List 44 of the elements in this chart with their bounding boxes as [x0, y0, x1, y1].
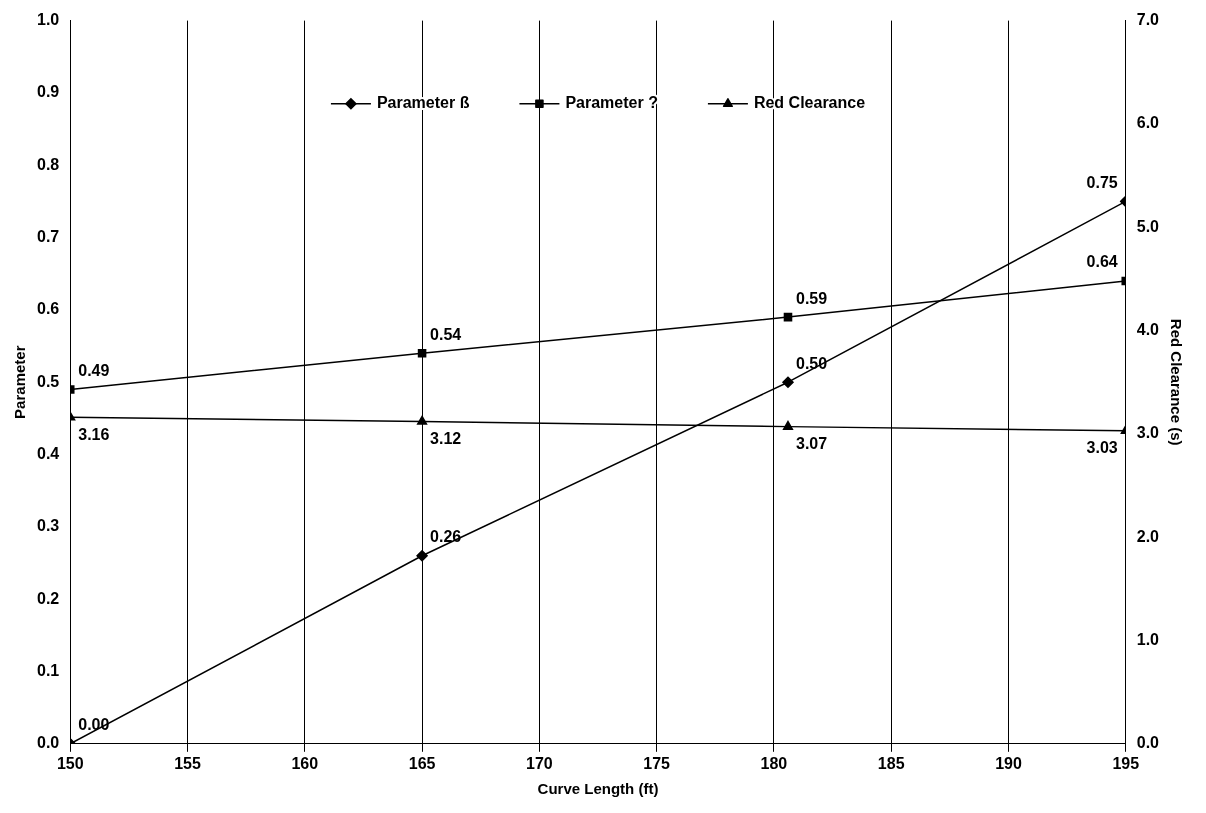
y-tick-label: 0.5	[36, 372, 60, 390]
x-tick-label: 170	[526, 754, 553, 772]
y-tick-label: 0.0	[36, 734, 60, 752]
y-tick-label: 0.3	[36, 517, 60, 535]
y2-tick-label: 3.0	[1136, 424, 1160, 442]
y2-tick-label: 6.0	[1136, 114, 1160, 132]
y2-tick-label: 5.0	[1136, 217, 1160, 235]
x-tick-label: 165	[408, 754, 436, 772]
data-label: 3.16	[78, 425, 110, 443]
y-tick-label: 0.4	[36, 444, 60, 462]
data-label: 3.07	[795, 435, 828, 453]
x-tick-label: 155	[174, 754, 201, 772]
y-axis-title: Parameter	[11, 345, 29, 419]
y-tick-label: 0.9	[36, 83, 60, 101]
y-tick-label: 0.6	[36, 300, 60, 318]
x-tick-label: 160	[291, 754, 319, 772]
y2-axis-title: Red Clearance (s)	[1167, 318, 1185, 446]
y-tick-label: 0.2	[36, 589, 60, 607]
x-tick-label: 190	[995, 754, 1022, 772]
y-tick-label: 0.8	[36, 155, 60, 173]
data-label: 3.03	[1086, 439, 1118, 457]
x-tick-label: 175	[643, 754, 671, 772]
data-label: 0.75	[1086, 173, 1118, 191]
y-tick-label: 1.0	[36, 11, 60, 29]
y-tick-label: 0.7	[36, 227, 60, 245]
y2-tick-label: 4.0	[1136, 320, 1160, 338]
data-label: 0.59	[795, 289, 828, 307]
x-tick-label: 180	[760, 754, 788, 772]
x-axis-title: Curve Length (ft)	[537, 780, 659, 798]
y2-tick-label: 0.0	[1136, 734, 1160, 752]
data-label: 0.50	[795, 354, 828, 372]
data-label: 0.64	[1086, 253, 1118, 271]
y-tick-label: 0.1	[36, 661, 60, 679]
y2-tick-label: 1.0	[1136, 630, 1160, 648]
data-label: 0.26	[430, 528, 462, 546]
x-tick-label: 195	[1112, 754, 1140, 772]
data-label: 0.49	[78, 361, 110, 379]
data-label: 0.54	[430, 325, 462, 343]
y2-tick-label: 2.0	[1136, 527, 1160, 545]
data-label: 3.12	[430, 429, 462, 447]
x-tick-label: 150	[56, 754, 84, 772]
x-tick-label: 185	[877, 754, 905, 772]
data-label: 0.00	[78, 716, 110, 734]
y2-tick-label: 7.0	[1136, 11, 1160, 29]
